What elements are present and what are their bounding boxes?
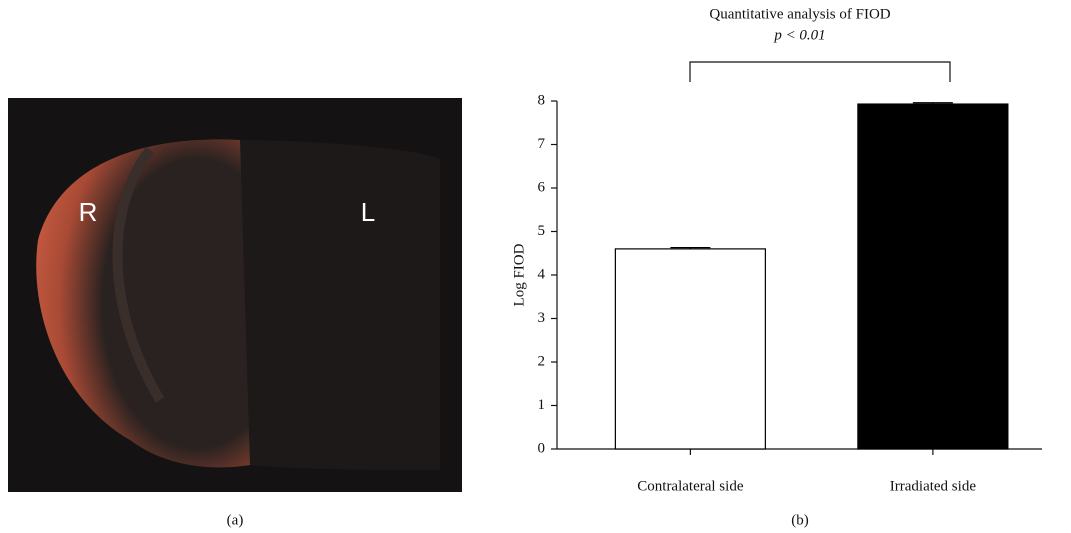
y-tick-label: 3 (538, 310, 546, 326)
image-panel: R L (a) (8, 98, 462, 528)
y-tick-label: 8 (538, 92, 546, 108)
y-tick-label: 7 (538, 136, 546, 152)
y-tick-label: 6 (538, 179, 546, 195)
bar (857, 103, 1009, 450)
error-bar (912, 102, 953, 105)
y-tick-label: 4 (538, 266, 546, 282)
y-tick-label: 5 (538, 223, 546, 239)
y-tick-label: 1 (538, 397, 546, 413)
significance-annotation: p < 0.01 (773, 27, 825, 43)
chart-title: Quantitative analysis of FIOD (709, 6, 890, 22)
bar-chart: Quantitative analysis of FIOD p < 0.01 L… (511, 6, 1042, 528)
tissue-fold (112, 146, 165, 403)
tissue-section-right (240, 140, 440, 470)
tissue-section (36, 139, 251, 468)
y-tick-label: 2 (538, 353, 546, 369)
hemisphere-label: L (361, 197, 375, 227)
x-tick-label: Irradiated side (890, 478, 977, 494)
panel-caption: (b) (791, 512, 809, 528)
x-tick-label: Contralateral side (637, 478, 744, 494)
panel-caption: (a) (227, 512, 244, 528)
y-axis-label: Log FIOD (511, 243, 527, 306)
hemisphere-label: R (79, 197, 98, 227)
y-tick-label: 0 (538, 440, 546, 456)
error-bar (670, 246, 711, 249)
bar (614, 248, 766, 450)
significance-bracket (689, 61, 951, 82)
